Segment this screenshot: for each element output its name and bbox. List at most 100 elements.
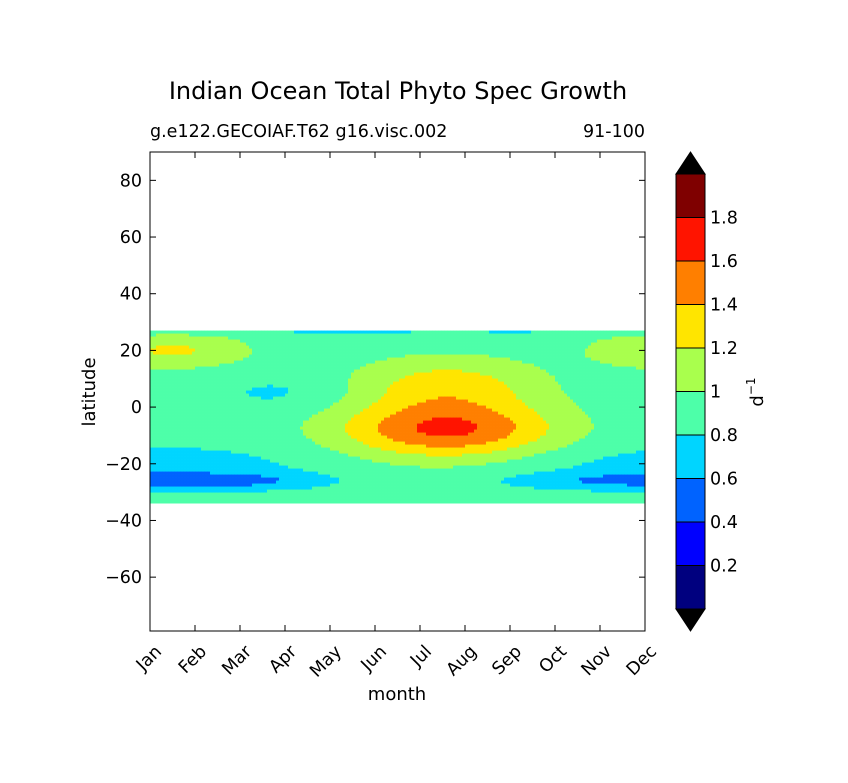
contour-cell <box>600 336 604 340</box>
contour-cell <box>195 357 199 361</box>
contour-cell <box>225 411 229 415</box>
contour-cell <box>369 351 373 355</box>
contour-cell <box>237 345 241 349</box>
contour-cell <box>267 375 271 379</box>
contour-cell <box>423 369 427 373</box>
contour-cell <box>552 402 556 406</box>
contour-cell <box>411 354 415 358</box>
contour-cell <box>441 414 445 418</box>
contour-cell <box>366 405 370 409</box>
contour-cell <box>462 330 466 334</box>
contour-cell <box>444 393 448 397</box>
contour-cell <box>255 387 259 391</box>
contour-cell <box>213 411 217 415</box>
contour-cell <box>543 417 547 421</box>
contour-cell <box>552 330 556 334</box>
contour-cell <box>315 384 319 388</box>
contour-cell <box>612 363 616 367</box>
contour-cell <box>321 339 325 343</box>
contour-cell <box>165 414 169 418</box>
contour-cell <box>510 378 514 382</box>
contour-cell <box>441 345 445 349</box>
contour-cell <box>525 378 529 382</box>
contour-cell <box>528 372 532 376</box>
contour-cell <box>171 369 175 373</box>
contour-cell <box>516 333 520 337</box>
contour-cell <box>267 351 271 355</box>
contour-cell <box>330 372 334 376</box>
contour-cell <box>450 381 454 385</box>
contour-cell <box>591 399 595 403</box>
contour-cell <box>537 354 541 358</box>
contour-cell <box>507 408 511 412</box>
contour-cell <box>279 342 283 346</box>
contour-cell <box>552 348 556 352</box>
contour-cell <box>171 363 175 367</box>
contour-cell <box>525 390 529 394</box>
contour-cell <box>441 330 445 334</box>
contour-cell <box>510 384 514 388</box>
contour-cell <box>261 405 265 409</box>
contour-cell <box>639 345 643 349</box>
contour-cell <box>591 378 595 382</box>
contour-cell <box>570 354 574 358</box>
contour-cell <box>585 375 589 379</box>
contour-cell <box>192 372 196 376</box>
contour-cell <box>231 336 235 340</box>
contour-cell <box>231 381 235 385</box>
contour-cell <box>504 405 508 409</box>
contour-cell <box>237 339 241 343</box>
contour-cell <box>282 387 286 391</box>
contour-cell <box>315 330 319 334</box>
contour-cell <box>378 333 382 337</box>
contour-cell <box>249 411 253 415</box>
contour-cell <box>624 345 628 349</box>
contour-cell <box>501 372 505 376</box>
contour-cell <box>330 396 334 400</box>
contour-cell <box>486 402 490 406</box>
contour-cell <box>240 336 244 340</box>
contour-cell <box>153 360 157 364</box>
contour-cell <box>339 348 343 352</box>
contour-cell <box>492 348 496 352</box>
contour-cell <box>510 336 514 340</box>
contour-cell <box>492 372 496 376</box>
contour-cell <box>522 375 526 379</box>
contour-cell <box>594 354 598 358</box>
contour-cell <box>426 405 430 409</box>
contour-cell <box>570 333 574 337</box>
contour-cell <box>186 405 190 409</box>
contour-cell <box>243 393 247 397</box>
contour-cell <box>363 378 367 382</box>
contour-cell <box>285 393 289 397</box>
contour-cell <box>534 390 538 394</box>
contour-cell <box>369 411 373 415</box>
contour-cell <box>597 384 601 388</box>
contour-cell <box>489 396 493 400</box>
contour-cell <box>171 348 175 352</box>
contour-cell <box>615 348 619 352</box>
contour-cell <box>174 417 178 421</box>
contour-cell <box>210 414 214 418</box>
contour-cell <box>447 348 451 352</box>
contour-cell <box>501 399 505 403</box>
contour-cell <box>606 360 610 364</box>
contour-cell <box>561 399 565 403</box>
contour-cell <box>291 348 295 352</box>
contour-cell <box>405 381 409 385</box>
contour-cell <box>540 342 544 346</box>
contour-cell <box>258 414 262 418</box>
contour-cell <box>228 339 232 343</box>
contour-cell <box>480 396 484 400</box>
contour-cell <box>330 360 334 364</box>
contour-cell <box>360 411 364 415</box>
contour-cell <box>633 384 637 388</box>
contour-cell <box>243 399 247 403</box>
contour-cell <box>477 399 481 403</box>
contour-cell <box>294 405 298 409</box>
contour-cell <box>231 354 235 358</box>
contour-cell <box>315 402 319 406</box>
contour-cell <box>252 408 256 412</box>
contour-cell <box>627 399 631 403</box>
contour-cell <box>417 342 421 346</box>
